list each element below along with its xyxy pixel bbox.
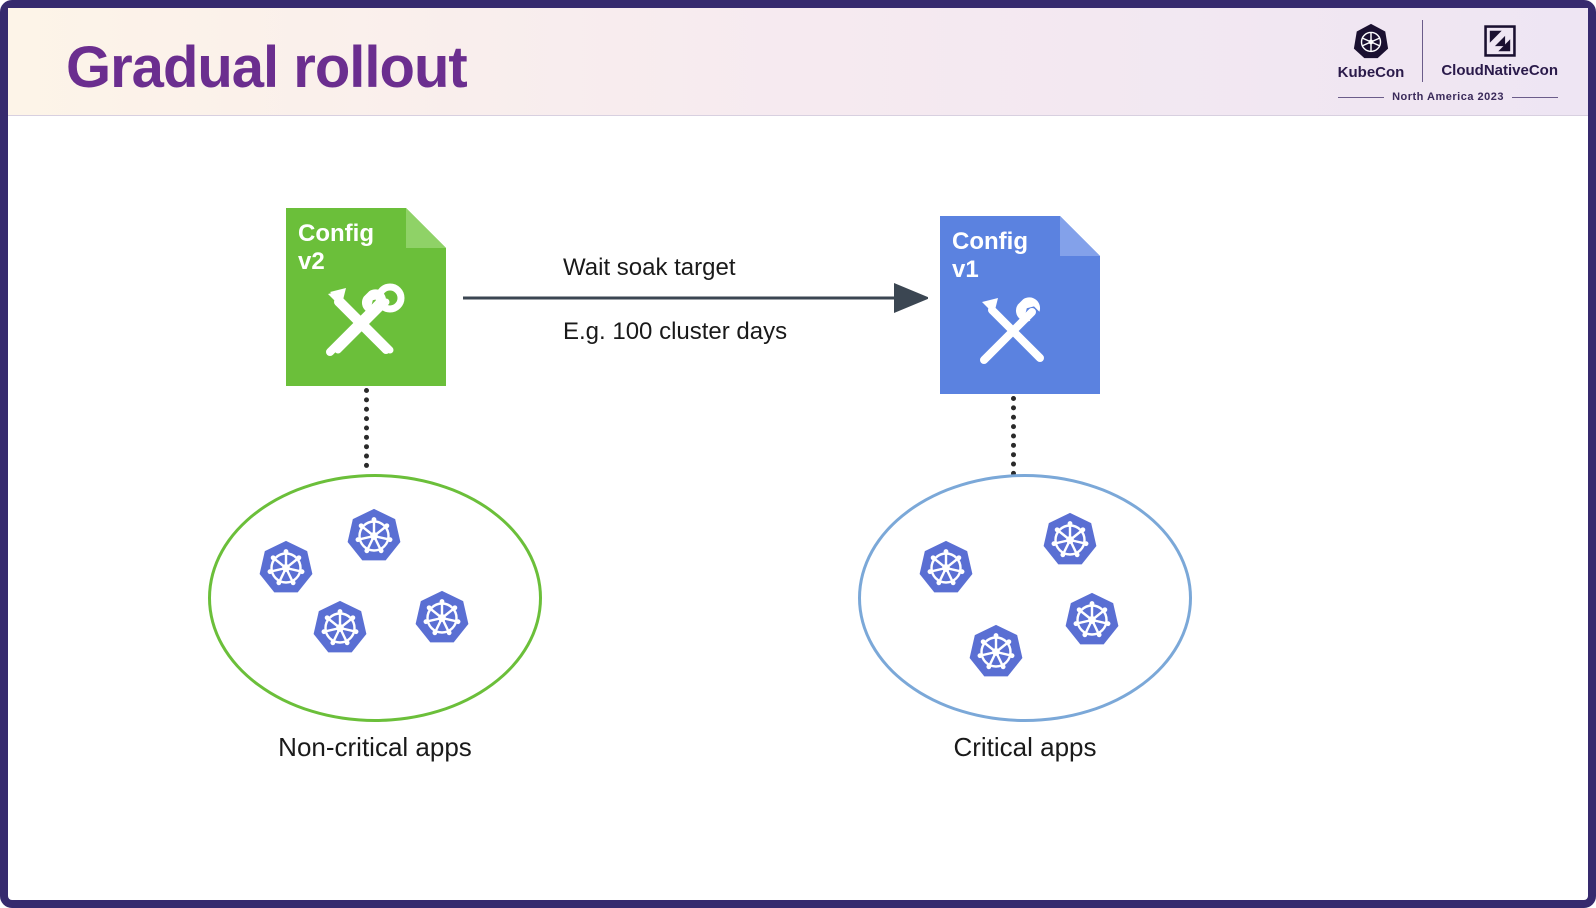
cluster-noncritical bbox=[208, 474, 542, 722]
config-v1-label: Config v1 bbox=[952, 228, 1028, 283]
kubernetes-icon bbox=[345, 507, 403, 565]
arrow-label-top: Wait soak target bbox=[563, 254, 736, 282]
subline-text: North America 2023 bbox=[1392, 91, 1504, 103]
diagram-canvas: Config v2 Config v1 Wait soak bbox=[8, 116, 1588, 900]
kubernetes-icon bbox=[1041, 511, 1099, 569]
cluster-noncritical-label: Non-critical apps bbox=[208, 732, 542, 763]
kubernetes-icon bbox=[917, 539, 975, 597]
kubernetes-icon bbox=[257, 539, 315, 597]
config-file-v2: Config v2 bbox=[286, 208, 446, 386]
cluster-critical-label: Critical apps bbox=[858, 732, 1192, 763]
cloudnativecon-label: CloudNativeCon bbox=[1441, 62, 1558, 79]
header-subline: North America 2023 bbox=[1338, 91, 1558, 103]
kubernetes-icon bbox=[1063, 591, 1121, 649]
config-v1-line2: v1 bbox=[952, 256, 979, 283]
rollout-arrow bbox=[463, 283, 928, 313]
slide-title: Gradual rollout bbox=[66, 34, 467, 101]
kubernetes-icon bbox=[413, 589, 471, 647]
kubecon-label: KubeCon bbox=[1338, 64, 1405, 81]
cloudnativecon-logo: CloudNativeCon bbox=[1441, 24, 1558, 79]
header-logos: KubeCon CloudNativeCon bbox=[1338, 20, 1558, 82]
kubecon-icon bbox=[1352, 22, 1390, 60]
config-v2-line1: Config bbox=[298, 220, 374, 247]
logo-divider bbox=[1422, 20, 1423, 82]
arrow-label-bottom: E.g. 100 cluster days bbox=[563, 318, 787, 346]
cluster-critical bbox=[858, 474, 1192, 722]
dotted-connector-right bbox=[1011, 396, 1016, 476]
config-v2-label: Config v2 bbox=[298, 220, 374, 275]
config-v1-line1: Config bbox=[952, 228, 1028, 255]
cloudnativecon-icon bbox=[1483, 24, 1517, 58]
kubecon-logo: KubeCon bbox=[1338, 22, 1405, 81]
slide-header: Gradual rollout KubeCon bbox=[8, 8, 1588, 116]
config-file-v1: Config v1 bbox=[940, 216, 1100, 394]
config-v2-line2: v2 bbox=[298, 248, 325, 275]
dotted-connector-left bbox=[364, 388, 369, 468]
kubernetes-icon bbox=[311, 599, 369, 657]
kubernetes-icon bbox=[967, 623, 1025, 681]
